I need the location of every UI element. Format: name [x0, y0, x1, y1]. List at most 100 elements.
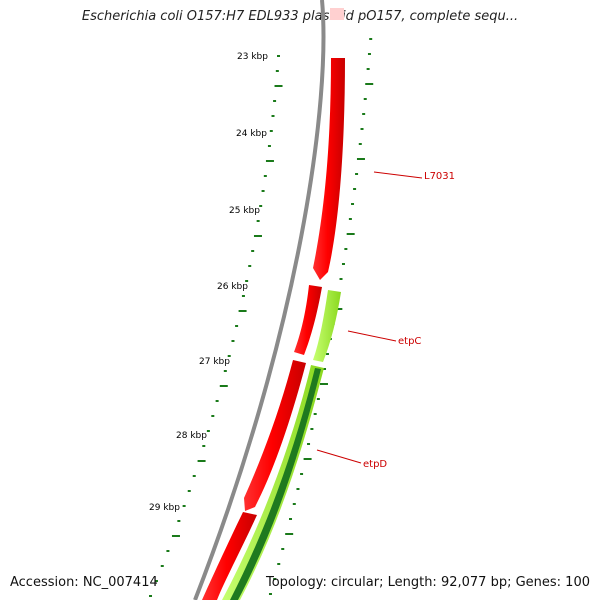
- outer-tick: [344, 248, 348, 250]
- scale-label-29: 29 kbp: [149, 503, 180, 513]
- inner-tick: [177, 520, 181, 522]
- scale-label-26: 26 kbp: [217, 282, 248, 292]
- inner-tick: [154, 580, 158, 582]
- scale-label-23: 23 kbp: [237, 52, 268, 62]
- inner-tick: [261, 190, 265, 192]
- outer-tick: [285, 533, 294, 535]
- inner-tick: [274, 85, 283, 87]
- inner-tick: [171, 535, 180, 537]
- outer-tick: [273, 578, 277, 580]
- backbone-ring: [193, 0, 326, 600]
- outer-tick: [300, 473, 304, 475]
- inner-tick: [211, 415, 215, 417]
- inner-tick: [166, 550, 170, 552]
- cds-L7031[interactable]: [313, 58, 345, 280]
- inner-tick: [267, 145, 271, 147]
- outer-tick: [360, 128, 364, 130]
- outer-tick: [355, 173, 359, 175]
- genome-summary: Topology: circular; Length: 92,077 bp; G…: [265, 575, 590, 590]
- inner-tick-track: [149, 55, 283, 597]
- inner-tick: [197, 460, 206, 462]
- outer-tick: [346, 233, 355, 235]
- inner-tick: [160, 565, 164, 567]
- gene-label-L7031[interactable]: L7031: [424, 171, 455, 182]
- inner-tick: [275, 70, 279, 72]
- outer-tick: [325, 353, 329, 355]
- outer-tick: [351, 203, 355, 205]
- outer-tick: [339, 278, 343, 280]
- inner-tick: [256, 220, 260, 222]
- outer-tick: [356, 158, 365, 160]
- callout-line-etpC: [347, 330, 397, 342]
- gene-label-etpD[interactable]: etpD: [363, 459, 387, 470]
- inner-tick: [187, 490, 191, 492]
- outer-tick: [292, 503, 296, 505]
- cds-block-top: [330, 8, 344, 20]
- inner-tick: [251, 250, 255, 252]
- scale-label-27: 27 kbp: [199, 357, 230, 367]
- reverse-strand-track: [222, 290, 341, 600]
- cds-etpD[interactable]: [222, 365, 324, 600]
- inner-tick: [238, 310, 247, 312]
- outer-tick: [367, 53, 371, 55]
- outer-tick: [334, 308, 343, 310]
- outer-tick: [348, 218, 352, 220]
- inner-tick: [182, 505, 186, 507]
- inner-tick: [248, 265, 252, 267]
- callout-line-etpD: [316, 449, 362, 464]
- inner-tick: [223, 370, 227, 372]
- outer-tick: [341, 263, 345, 265]
- inner-tick: [219, 385, 228, 387]
- inner-tick: [277, 55, 280, 57]
- inner-tick: [273, 100, 277, 102]
- inner-tick: [271, 115, 275, 117]
- cds-segment-3[interactable]: [244, 360, 306, 511]
- forward-strand-track: [202, 8, 345, 600]
- cds-segment-2[interactable]: [294, 285, 322, 355]
- outer-tick: [358, 143, 362, 145]
- inner-tick: [253, 235, 262, 237]
- outer-tick: [289, 518, 293, 520]
- map-title: Escherichia coli O157:H7 EDL933 plasmid …: [81, 9, 519, 24]
- outer-tick: [268, 593, 272, 595]
- inner-tick: [259, 205, 263, 207]
- outer-tick: [365, 83, 374, 85]
- outer-tick: [281, 548, 285, 550]
- inner-tick: [202, 445, 206, 447]
- inner-tick: [231, 340, 235, 342]
- gene-callouts: L7031 etpC etpD: [316, 171, 455, 470]
- outer-tick: [316, 398, 320, 400]
- scale-labels: 23 kbp 24 kbp 25 kbp 26 kbp 27 kbp 28 kb…: [149, 52, 268, 513]
- outer-tick: [296, 488, 300, 490]
- cds-etpD-inner: [230, 368, 321, 600]
- inner-tick: [149, 595, 153, 597]
- cds-segment-4[interactable]: [202, 512, 257, 600]
- scale-label-28: 28 kbp: [176, 431, 207, 441]
- cds-etpC[interactable]: [313, 290, 341, 362]
- inner-tick: [227, 355, 231, 357]
- scale-label-25: 25 kbp: [229, 206, 260, 216]
- inner-tick: [241, 295, 245, 297]
- outer-tick: [353, 188, 357, 190]
- outer-tick: [310, 428, 314, 430]
- gene-label-etpC[interactable]: etpC: [398, 336, 421, 347]
- inner-tick: [206, 430, 210, 432]
- outer-tick: [369, 38, 373, 40]
- inner-tick: [215, 400, 219, 402]
- outer-tick: [307, 443, 311, 445]
- scale-label-24: 24 kbp: [236, 129, 267, 139]
- inner-tick: [245, 280, 249, 282]
- accession-label: Accession: NC_007414: [10, 575, 158, 590]
- outer-tick-track: [268, 38, 374, 595]
- outer-tick: [319, 383, 328, 385]
- inner-tick: [263, 175, 267, 177]
- outer-tick: [366, 68, 370, 70]
- outer-tick: [323, 368, 327, 370]
- outer-tick: [363, 98, 367, 100]
- callout-line-L7031: [373, 171, 423, 179]
- inner-tick: [192, 475, 196, 477]
- outer-tick: [303, 458, 312, 460]
- inner-tick: [269, 130, 273, 132]
